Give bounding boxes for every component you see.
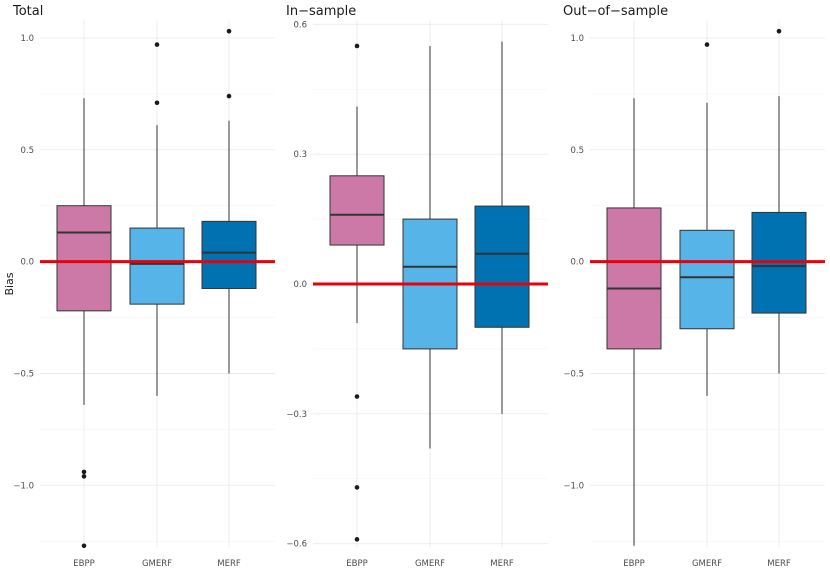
x-tick-label: GMERF [692, 559, 722, 569]
y-tick-label: 1.0 [570, 34, 584, 44]
outlier-point [704, 42, 710, 47]
box-ebpp [56, 98, 112, 549]
iqr-box [56, 205, 112, 312]
iqr-box [679, 229, 735, 330]
panel-title: In−sample [286, 4, 356, 19]
panel-1: −1.0 −0.5 0.0 0.5 1.0 EBPP GMERF MERF Total Bias [3, 4, 275, 569]
x-tick-label: EBPP [73, 559, 94, 569]
y-tick-label: 0.3 [293, 150, 307, 160]
outlier-point [81, 474, 87, 479]
x-tick-label: EBPP [623, 559, 644, 569]
iqr-box [129, 227, 185, 305]
box-ebpp [606, 98, 662, 546]
outlier-point [154, 100, 160, 106]
panel-3: −1.0 −0.5 0.0 0.5 1.0 EBPP GMERF MERF Out−of−sam… [563, 4, 825, 569]
x-tick-label: GMERF [415, 559, 445, 569]
outlier-point [354, 485, 360, 490]
iqr-box [606, 207, 662, 350]
box-gmerf [402, 45, 458, 449]
y-tick-label: 0.6 [293, 20, 307, 30]
outlier-point [154, 42, 160, 47]
panel-title: Total [12, 4, 43, 19]
y-axis-label: Bias [3, 272, 16, 295]
iqr-box [474, 205, 530, 328]
x-tick-label: MERF [217, 559, 241, 569]
outlier-point [354, 43, 360, 49]
box-merf [201, 28, 257, 374]
outlier-point [226, 93, 232, 99]
x-tick-label: MERF [490, 559, 514, 569]
y-tick-label: 0.5 [570, 146, 584, 156]
panel-title: Out−of−sample [563, 4, 668, 19]
y-tick-label: 0.0 [570, 258, 584, 268]
x-tick-label: MERF [767, 559, 791, 569]
outlier-point [81, 469, 87, 475]
outlier-point [354, 394, 360, 399]
x-tick-label: GMERF [142, 559, 172, 569]
y-tick-label: 0.0 [20, 258, 34, 268]
y-tick-label: 0.0 [293, 280, 307, 290]
outlier-point [354, 537, 360, 542]
y-tick-label: −0.5 [13, 369, 34, 379]
y-tick-label: 1.0 [20, 34, 34, 44]
box-gmerf [679, 42, 735, 396]
outlier-point [81, 543, 87, 549]
box-gmerf [129, 42, 185, 396]
box-merf [474, 41, 530, 414]
y-tick-label: 0.5 [20, 146, 34, 156]
panel-2: −0.6 −0.3 0.0 0.3 0.6 EBPP GMERF MERF In−sample [286, 4, 548, 569]
y-tick-label: −0.3 [286, 410, 307, 420]
y-tick-label: −0.6 [286, 540, 307, 550]
y-tick-label: −1.0 [563, 481, 584, 491]
x-tick-label: EBPP [346, 559, 367, 569]
iqr-box [329, 175, 385, 246]
outlier-point [776, 28, 782, 34]
box-ebpp [329, 43, 385, 542]
outlier-point [226, 28, 232, 34]
y-tick-label: −0.5 [563, 369, 584, 379]
iqr-box [201, 220, 257, 289]
y-tick-label: −1.0 [13, 481, 34, 491]
